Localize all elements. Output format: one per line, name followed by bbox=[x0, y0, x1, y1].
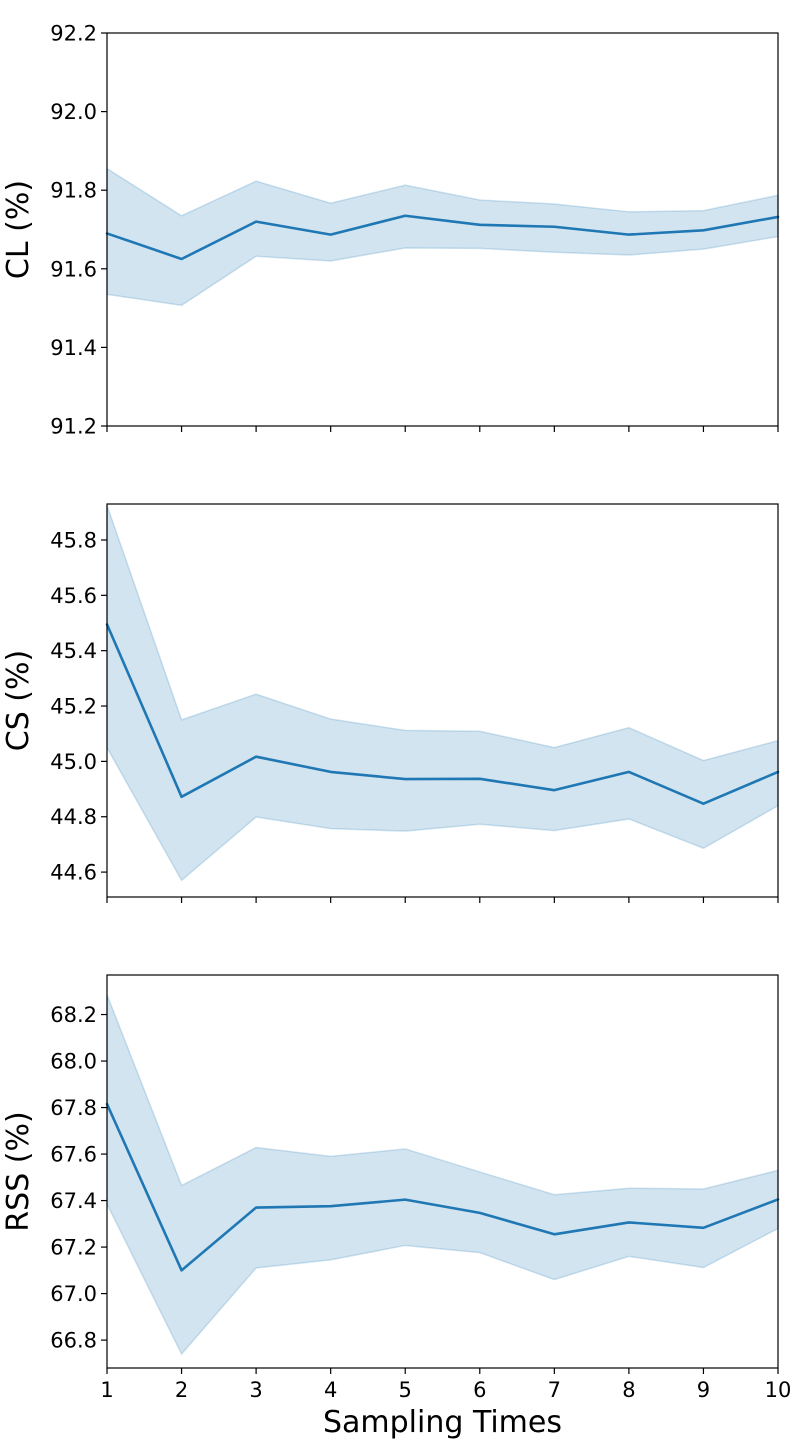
rss-confidence-band bbox=[106, 994, 779, 1356]
rss-y-tick-label: 67.2 bbox=[50, 1236, 97, 1260]
cl-y-tick-label: 91.8 bbox=[50, 179, 97, 203]
rss-x-tick-label: 5 bbox=[399, 1378, 412, 1402]
cl-y-tick-label: 91.4 bbox=[50, 336, 97, 360]
rss-x-tick-label: 7 bbox=[548, 1378, 561, 1402]
cs-y-axis-title: CS (%) bbox=[1, 650, 36, 751]
rss-mean-line bbox=[105, 1102, 780, 1272]
rss-y-tick-label: 67.8 bbox=[50, 1096, 97, 1120]
rss-y-axis-title: RSS (%) bbox=[1, 1111, 36, 1231]
rss-x-tick-label: 1 bbox=[100, 1378, 113, 1402]
cs-y-tick-label: 45.8 bbox=[50, 528, 97, 552]
rss-x-tick-label: 2 bbox=[175, 1378, 188, 1402]
rss-x-tick-label: 8 bbox=[622, 1378, 635, 1402]
cs-y-tick-label: 45.0 bbox=[50, 750, 97, 774]
cs-axes-frame bbox=[106, 503, 779, 898]
cl-y-tick-label: 92.2 bbox=[50, 22, 97, 46]
cs-y-tick-label: 45.4 bbox=[50, 639, 97, 663]
cl-confidence-band bbox=[106, 167, 779, 307]
cs-y-tick-label: 45.2 bbox=[50, 695, 97, 719]
cs-confidence-band bbox=[106, 505, 779, 882]
cs-y-tick-label: 45.6 bbox=[50, 584, 97, 608]
rss-y-tick-label: 67.0 bbox=[50, 1282, 97, 1306]
cl-y-tick-label: 92.0 bbox=[50, 100, 97, 124]
cl-y-tick-label: 91.2 bbox=[50, 415, 97, 439]
cs-y-tick-label: 44.6 bbox=[50, 861, 97, 885]
rss-y-tick-label: 68.0 bbox=[50, 1050, 97, 1074]
rss-axes-frame bbox=[106, 974, 779, 1369]
cl-mean-line bbox=[105, 214, 780, 261]
rss-x-tick-label: 6 bbox=[473, 1378, 486, 1402]
rss-x-tick-label: 3 bbox=[249, 1378, 262, 1402]
cl-y-tick-label: 91.6 bbox=[50, 257, 97, 281]
rss-x-axis-title: Sampling Times bbox=[323, 1405, 562, 1440]
rss-y-tick-label: 68.2 bbox=[50, 1003, 97, 1027]
rss-y-tick-label: 67.6 bbox=[50, 1143, 97, 1167]
cs-mean-line bbox=[105, 623, 780, 806]
cl-panel: 91.2 91.4 91.6 91.8 92.0 92.2 CL (%) bbox=[1, 22, 780, 439]
rss-x-tick-label: 10 bbox=[765, 1378, 792, 1402]
rss-panel: 66.8 67.0 67.2 67.4 67.6 67.8 68.0 68.2 1 2 3 4 5 6 7 8… bbox=[1, 974, 792, 1440]
rss-x-tick-label: 4 bbox=[324, 1378, 337, 1402]
rss-y-tick-label: 66.8 bbox=[50, 1329, 97, 1353]
rss-x-tick-label: 9 bbox=[697, 1378, 710, 1402]
rss-y-tick-label: 67.4 bbox=[50, 1189, 97, 1213]
cl-axes-frame bbox=[106, 32, 779, 427]
cs-y-tick-label: 44.8 bbox=[50, 805, 97, 829]
cs-panel: 44.6 44.8 45.0 45.2 45.4 45.6 45.8 CS (%) bbox=[1, 503, 780, 903]
cl-y-axis-title: CL (%) bbox=[1, 180, 36, 279]
